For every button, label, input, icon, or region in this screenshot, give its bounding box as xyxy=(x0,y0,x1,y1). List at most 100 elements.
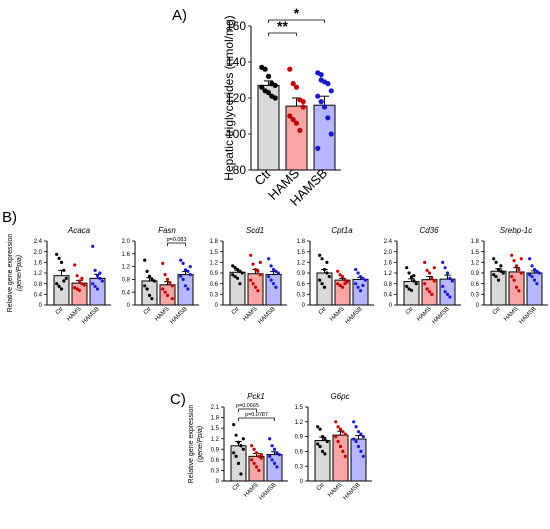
chart-title: Pck1 xyxy=(247,392,265,401)
data-point xyxy=(73,263,77,267)
data-point xyxy=(423,282,427,286)
data-point xyxy=(93,268,97,272)
data-point xyxy=(62,268,66,272)
data-point xyxy=(252,461,256,465)
bar xyxy=(314,440,331,482)
data-point xyxy=(80,282,84,286)
data-point xyxy=(443,290,447,294)
data-point xyxy=(316,442,320,446)
data-point xyxy=(535,269,539,273)
data-point xyxy=(409,275,414,279)
data-point xyxy=(165,277,170,281)
data-point xyxy=(425,268,429,272)
data-point xyxy=(235,276,240,280)
data-point xyxy=(181,277,185,281)
data-point xyxy=(277,452,281,457)
data-point xyxy=(274,269,278,273)
data-point xyxy=(352,437,356,441)
data-point xyxy=(356,271,360,275)
data-point xyxy=(407,271,411,275)
data-point xyxy=(239,472,243,476)
category-label: Ctr xyxy=(232,482,242,492)
data-point xyxy=(55,252,59,256)
y-tick-label: 0.8 xyxy=(34,282,43,288)
chart-title: Cd36 xyxy=(419,226,439,235)
data-point xyxy=(259,452,263,457)
bar xyxy=(526,272,543,306)
data-point xyxy=(80,276,84,280)
y-axis-label: Relative gene expression xyxy=(188,405,195,484)
data-point xyxy=(257,468,261,473)
y-tick-label: 2.4 xyxy=(34,239,43,245)
panel-label-b: B) xyxy=(2,209,17,226)
data-point xyxy=(496,267,501,272)
data-point xyxy=(448,295,452,299)
data-point xyxy=(100,279,104,283)
data-point xyxy=(258,273,262,277)
data-point xyxy=(340,285,345,289)
y-tick-label: 0.3 xyxy=(471,292,480,298)
data-point xyxy=(240,271,244,275)
data-point xyxy=(354,439,358,444)
data-point xyxy=(238,282,242,286)
bar xyxy=(177,274,194,306)
data-point xyxy=(275,465,279,469)
y-tick-label: 0 xyxy=(300,479,304,485)
y-tick-label: 0 xyxy=(127,303,131,309)
data-point xyxy=(499,264,503,268)
data-point xyxy=(338,283,342,288)
data-point xyxy=(430,292,434,296)
data-point xyxy=(267,274,271,279)
data-point xyxy=(532,267,537,272)
y-tick-label: 0.6 xyxy=(295,450,304,456)
y-tick-label: 1.6 xyxy=(122,252,131,258)
data-point xyxy=(259,456,263,460)
category-label: HAMS xyxy=(329,306,346,323)
data-point xyxy=(98,271,102,275)
y-tick-label: 0 xyxy=(302,303,306,309)
data-point xyxy=(432,266,436,270)
data-point xyxy=(430,276,434,280)
data-point xyxy=(143,258,147,262)
category-label: HAMSB xyxy=(342,482,361,501)
y-tick-label: 0.9 xyxy=(297,271,306,277)
data-point xyxy=(494,260,498,264)
data-point xyxy=(322,267,327,272)
data-point xyxy=(320,257,324,261)
y-tick-label: 0.9 xyxy=(211,447,220,453)
category-label: Ctr xyxy=(316,482,326,492)
data-point xyxy=(320,449,325,453)
y-tick-label: 0.9 xyxy=(471,271,480,277)
data-point xyxy=(62,279,66,283)
data-point xyxy=(519,257,523,261)
significance-label: * xyxy=(294,5,300,21)
data-point xyxy=(448,276,452,280)
data-point xyxy=(271,267,276,272)
y-tick-label: 0 xyxy=(476,303,480,309)
data-point xyxy=(152,279,156,283)
category-label: HAMS xyxy=(416,306,433,323)
data-point xyxy=(318,99,324,105)
y-tick-label: 0.4 xyxy=(384,292,393,298)
data-point xyxy=(517,289,521,293)
chart-title: Srebp-1c xyxy=(500,226,532,235)
data-point xyxy=(73,286,77,290)
data-point xyxy=(361,435,365,439)
data-point xyxy=(445,292,450,296)
data-point xyxy=(239,444,243,448)
data-point xyxy=(272,95,278,101)
data-point xyxy=(318,77,324,83)
data-point xyxy=(272,461,277,465)
data-point xyxy=(405,266,409,270)
data-point xyxy=(358,274,363,279)
data-point xyxy=(530,274,534,279)
data-point xyxy=(338,273,342,277)
y-tick-label: 0 xyxy=(39,303,43,309)
data-point xyxy=(318,427,322,431)
data-point xyxy=(496,278,501,282)
data-point xyxy=(514,264,519,268)
